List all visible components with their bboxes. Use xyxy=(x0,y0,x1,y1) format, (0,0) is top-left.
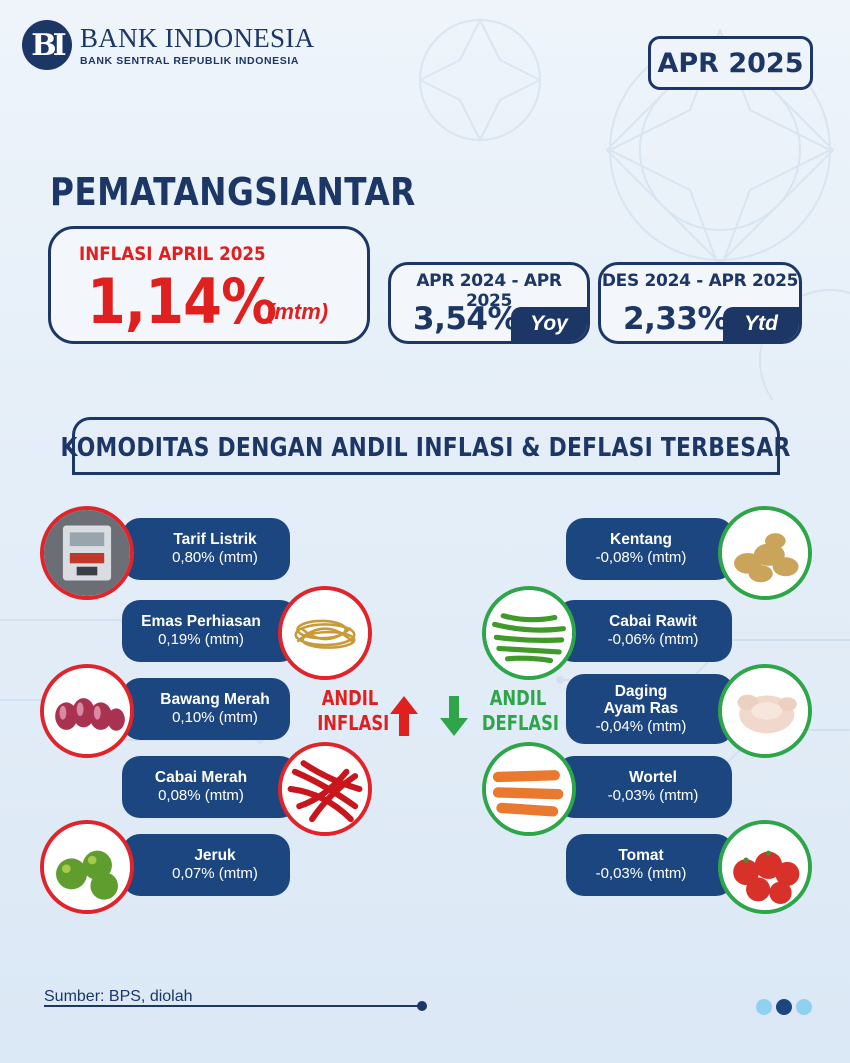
deflation-item-card: Wortel -0,03% (mtm) xyxy=(556,756,732,818)
inflation-item-card: Jeruk 0,07% (mtm) xyxy=(122,834,290,896)
commodity-value: 0,08% (mtm) xyxy=(158,787,244,804)
commodity-value: -0,03% (mtm) xyxy=(607,787,699,804)
commodity-name: Cabai Merah xyxy=(154,769,248,786)
commodity-value: -0,04% (mtm) xyxy=(595,717,687,735)
orange-fruit-icon xyxy=(40,820,134,914)
section-title: KOMODITAS DENGAN ANDIL INFLASI & DEFLASI… xyxy=(61,417,791,475)
commodity-value: -0,06% (mtm) xyxy=(607,631,699,648)
andil-inflasi-line-2: INFLASI xyxy=(317,711,390,735)
city-title: PEMATANGSIANTAR xyxy=(50,170,416,214)
potato-icon xyxy=(718,506,812,600)
electric-meter-icon xyxy=(40,506,134,600)
commodity-value: -0,03% (mtm) xyxy=(595,865,687,882)
shallot-icon xyxy=(40,664,134,758)
monthly-inflation-value: 1,14% xyxy=(87,265,277,338)
andil-deflasi-line-1: ANDIL xyxy=(489,686,547,710)
commodity-name-line-2: Ayam Ras xyxy=(603,699,679,717)
commodity-name: Cabai Rawit xyxy=(609,613,697,630)
deflation-item-card: Kentang -0,08% (mtm) xyxy=(566,518,734,580)
tomato-icon xyxy=(718,820,812,914)
inflation-item-card: Tarif Listrik 0,80% (mtm) xyxy=(122,518,290,580)
commodity-name: Tarif Listrik xyxy=(173,531,257,548)
commodity-value: 0,80% (mtm) xyxy=(172,549,258,566)
chicken-meat-icon xyxy=(718,664,812,758)
gold-jewelry-icon xyxy=(278,586,372,680)
arrow-up-icon xyxy=(390,696,418,736)
commodity-name: Bawang Merah xyxy=(160,691,270,708)
deflation-item-card: Cabai Rawit -0,06% (mtm) xyxy=(556,600,732,662)
andil-deflasi-line-2: DEFLASI xyxy=(481,711,559,735)
yoy-inflation-box: APR 2024 - APR 2025 3,54% Yoy xyxy=(388,262,590,344)
source-line-dot xyxy=(417,1001,427,1011)
commodity-value: 0,10% (mtm) xyxy=(172,709,258,726)
page-dot-active xyxy=(776,999,792,1015)
page-dot xyxy=(756,999,772,1015)
commodity-name: Jeruk xyxy=(194,847,236,864)
bi-emblem-icon: BI xyxy=(22,20,72,70)
red-chili-icon xyxy=(278,742,372,836)
deflation-item-card: Daging Ayam Ras -0,04% (mtm) xyxy=(566,674,734,744)
commodity-value: 0,07% (mtm) xyxy=(172,865,258,882)
source-note: Sumber: BPS, diolah xyxy=(44,988,193,1005)
commodity-name: Wortel xyxy=(629,769,677,786)
andil-inflasi-line-1: ANDIL xyxy=(321,686,379,710)
commodity-value: 0,19% (mtm) xyxy=(158,631,244,648)
commodity-name: Tomat xyxy=(618,847,664,864)
carrot-icon xyxy=(482,742,576,836)
ytd-label: DES 2024 - APR 2025 xyxy=(601,271,799,291)
ytd-tag: Ytd xyxy=(723,307,799,341)
monthly-inflation-box: INFLASI APRIL 2025 1,14% (mtm) xyxy=(48,226,370,344)
monthly-inflation-unit: (mtm) xyxy=(267,299,329,324)
yoy-label: APR 2024 - APR 2025 xyxy=(416,271,562,311)
logo-subtitle: BANK SENTRAL REPUBLIK INDONESIA xyxy=(80,54,300,67)
inflation-item-card: Bawang Merah 0,10% (mtm) xyxy=(122,678,290,740)
commodity-name: Emas Perhiasan xyxy=(141,613,261,630)
andil-deflasi-label: ANDIL DEFLASI xyxy=(481,686,559,736)
page-indicator xyxy=(756,999,812,1015)
page-dot xyxy=(796,999,812,1015)
inflation-item-card: Cabai Merah 0,08% (mtm) xyxy=(122,756,298,818)
logo-name: BANK INDONESIA xyxy=(80,22,315,53)
yoy-tag: Yoy xyxy=(511,307,587,341)
commodity-value: -0,08% (mtm) xyxy=(595,549,687,566)
ytd-value: 2,33% xyxy=(623,301,729,337)
deflation-item-card: Tomat -0,03% (mtm) xyxy=(566,834,734,896)
commodity-name: Daging Ayam Ras xyxy=(566,683,716,717)
commodity-name: Kentang xyxy=(610,531,672,548)
section-title-text: KOMODITAS DENGAN ANDIL INFLASI & DEFLASI… xyxy=(61,432,791,463)
ytd-inflation-box: DES 2024 - APR 2025 2,33% Ytd xyxy=(598,262,802,344)
period-badge: APR 2025 xyxy=(648,36,813,90)
yoy-value: 3,54% xyxy=(413,301,519,337)
andil-inflasi-label: ANDIL INFLASI xyxy=(317,686,390,736)
source-underline xyxy=(44,1005,422,1007)
bank-indonesia-logo: BI BANK INDONESIA BANK SENTRAL REPUBLIK … xyxy=(22,20,314,70)
green-chili-icon xyxy=(482,586,576,680)
monthly-inflation-label: INFLASI APRIL 2025 xyxy=(79,243,266,265)
inflation-item-card: Emas Perhiasan 0,19% (mtm) xyxy=(122,600,298,662)
arrow-down-icon xyxy=(440,696,468,736)
commodity-name-line-1: Daging xyxy=(614,682,668,700)
